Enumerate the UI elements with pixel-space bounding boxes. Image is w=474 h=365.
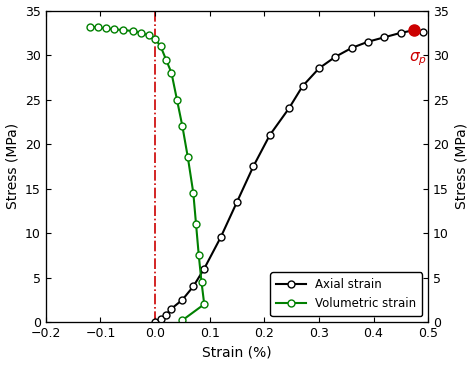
Line: Volumetric strain: Volumetric strain xyxy=(86,23,208,324)
Volumetric strain xyxy=(130,29,136,33)
Axial strain xyxy=(420,30,426,34)
Volumetric strain xyxy=(199,280,204,284)
Line: Axial strain: Axial strain xyxy=(152,27,426,326)
Y-axis label: Stress (MPa): Stress (MPa) xyxy=(6,123,19,210)
Axial strain xyxy=(191,284,196,289)
Volumetric strain xyxy=(180,124,185,128)
Volumetric strain xyxy=(193,222,199,226)
Volumetric strain xyxy=(163,57,169,62)
Volumetric strain xyxy=(174,97,180,102)
Volumetric strain xyxy=(185,155,191,160)
Legend: Axial strain, Volumetric strain: Axial strain, Volumetric strain xyxy=(270,272,422,316)
Volumetric strain xyxy=(138,31,144,35)
Axial strain xyxy=(382,35,387,39)
Axial strain xyxy=(152,320,158,324)
Axial strain xyxy=(218,235,223,240)
Volumetric strain xyxy=(152,37,158,41)
Axial strain xyxy=(163,313,169,317)
Axial strain xyxy=(411,28,417,32)
Volumetric strain xyxy=(87,24,92,29)
X-axis label: Strain (%): Strain (%) xyxy=(202,345,272,360)
Volumetric strain xyxy=(196,253,201,257)
Axial strain xyxy=(158,317,164,322)
Axial strain xyxy=(398,31,404,35)
Volumetric strain xyxy=(169,71,174,75)
Axial strain xyxy=(286,106,292,111)
Y-axis label: Stress (MPa): Stress (MPa) xyxy=(455,123,468,210)
Axial strain xyxy=(251,164,256,169)
Axial strain xyxy=(316,66,322,70)
Volumetric strain xyxy=(146,33,151,38)
Axial strain xyxy=(349,46,355,50)
Axial strain xyxy=(234,200,240,204)
Volumetric strain xyxy=(158,44,164,48)
Volumetric strain xyxy=(120,28,126,32)
Volumetric strain xyxy=(201,302,207,307)
Axial strain xyxy=(169,307,174,311)
Volumetric strain xyxy=(191,191,196,195)
Axial strain xyxy=(201,266,207,271)
Text: $\sigma_p$: $\sigma_p$ xyxy=(409,51,427,68)
Axial strain xyxy=(332,55,338,59)
Axial strain xyxy=(180,297,185,302)
Axial strain xyxy=(267,133,273,137)
Axial strain xyxy=(365,39,371,44)
Axial strain xyxy=(300,84,305,88)
Volumetric strain xyxy=(111,27,117,31)
Volumetric strain xyxy=(103,26,109,31)
Volumetric strain xyxy=(95,25,100,30)
Volumetric strain xyxy=(180,318,185,322)
